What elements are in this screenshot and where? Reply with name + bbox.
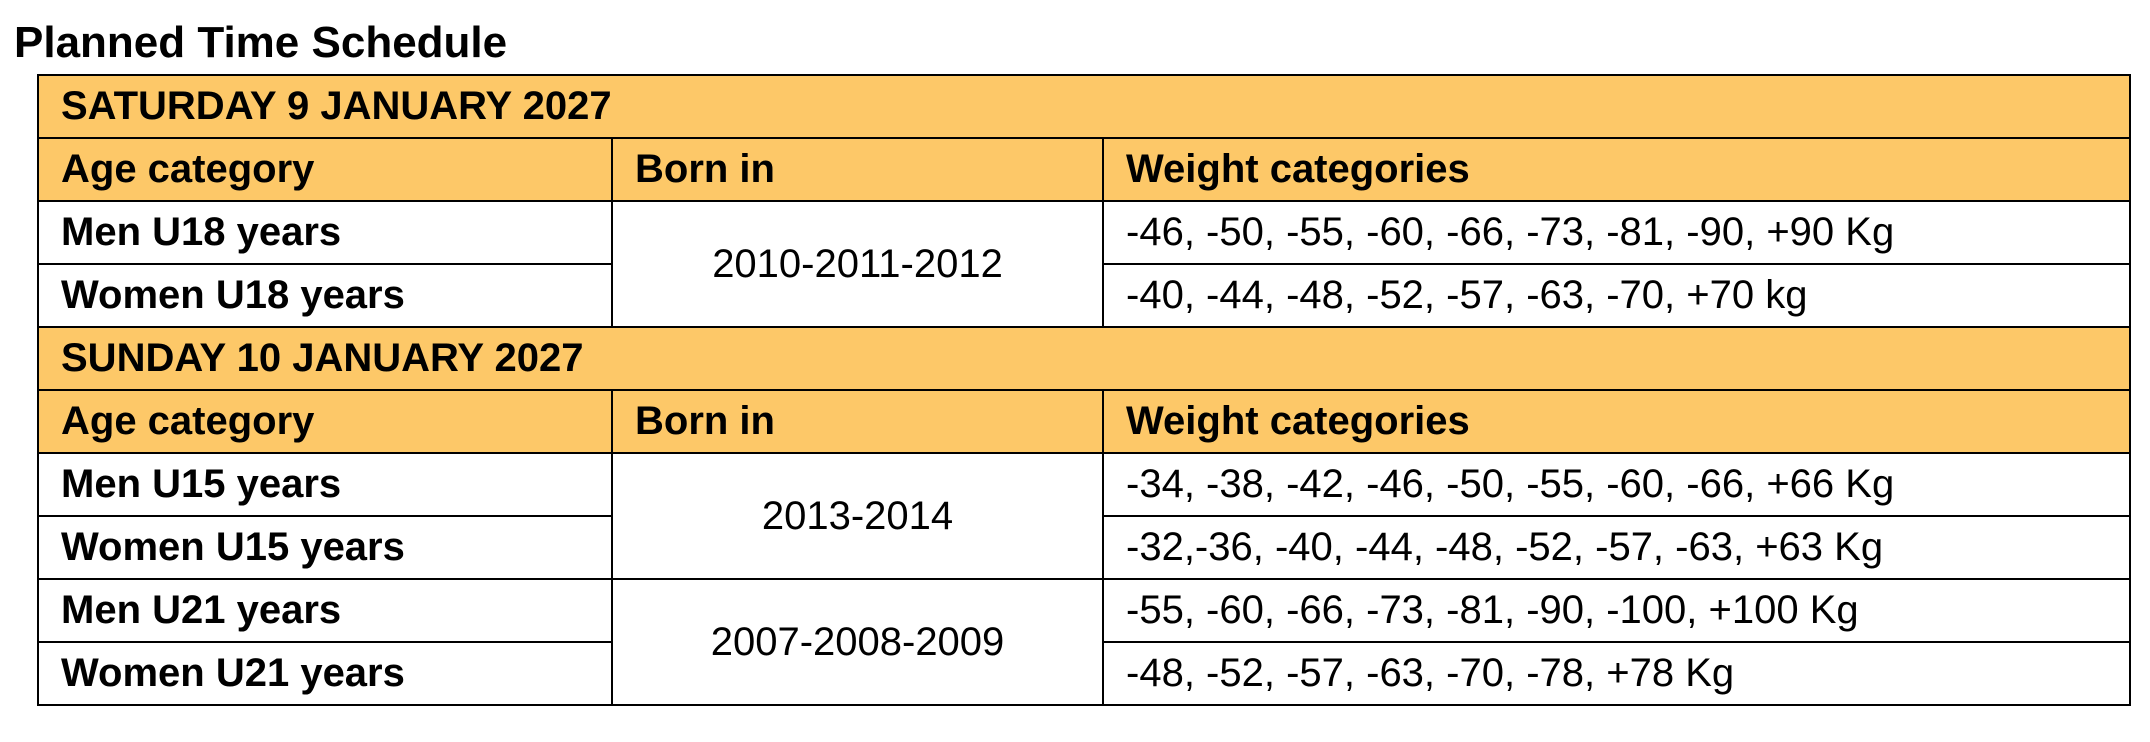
- age-cell: Women U15 years: [37, 515, 613, 580]
- age-cell: Women U18 years: [37, 263, 613, 328]
- day-row: SUNDAY 10 JANUARY 2027: [36, 326, 2132, 391]
- weights-cell: -55, -60, -66, -73, -81, -90, -100, +100…: [1101, 578, 2132, 643]
- age-cell: Men U21 years: [37, 578, 613, 643]
- title: Planned Time Schedule: [14, 18, 508, 67]
- age-cell: Men U15 years: [37, 452, 613, 517]
- header-row: Age category Born in Weight categories: [37, 389, 2132, 454]
- born-cell: 2010-2011-2012: [611, 200, 1104, 328]
- header-cell: Born in: [611, 389, 1104, 454]
- category-row: Men U15 years 2013-2014 -34, -38, -42, -46…: [37, 452, 2132, 580]
- born-cell: 2007-2008-2009: [611, 578, 1104, 706]
- header-cell: Age category: [37, 137, 613, 202]
- day-row: SATURDAY 9 JANUARY 2027: [36, 74, 2132, 139]
- weights-cell: -32,-36, -40, -44, -48, -52, -57, -63, +…: [1101, 515, 2132, 580]
- born-cell: 2013-2014: [611, 452, 1104, 580]
- category-row: Men U21 years 2007-2008-2009 -55, -60, -66…: [37, 578, 2132, 706]
- category-row: Women U15 years -32,-36, -40, -44, -48, -…: [37, 515, 2132, 580]
- header-cell: Weight categories: [1101, 389, 2132, 454]
- weights-cell: -34, -38, -42, -46, -50, -55, -60, -66, …: [1101, 452, 2132, 517]
- category-row: Women U18 years -40, -44, -48, -52, -57, …: [37, 263, 2132, 328]
- schedule-table: SATURDAY 9 JANUARY 2027 Age category Born …: [36, 74, 2132, 706]
- day-cell: SATURDAY 9 JANUARY 2027: [36, 74, 2132, 139]
- header-cell: Born in: [611, 137, 1104, 202]
- weights-cell: -48, -52, -57, -63, -70, -78, +78 Kg: [1101, 641, 2132, 706]
- age-cell: Women U21 years: [37, 641, 613, 706]
- category-row: Women U21 years -48, -52, -57, -63, -70, …: [37, 641, 2132, 706]
- category-row: Men U18 years 2010-2011-2012 -46, -50, -55…: [37, 200, 2132, 328]
- header-cell: Weight categories: [1101, 137, 2132, 202]
- header-row: Age category Born in Weight categories: [37, 137, 2132, 202]
- weights-cell: -40, -44, -48, -52, -57, -63, -70, +70 k…: [1101, 263, 2132, 328]
- weights-cell: -46, -50, -55, -60, -66, -73, -81, -90, …: [1101, 200, 2132, 265]
- header-cell: Age category: [37, 389, 613, 454]
- day-cell: SUNDAY 10 JANUARY 2027: [36, 326, 2132, 391]
- age-cell: Men U18 years: [37, 200, 613, 265]
